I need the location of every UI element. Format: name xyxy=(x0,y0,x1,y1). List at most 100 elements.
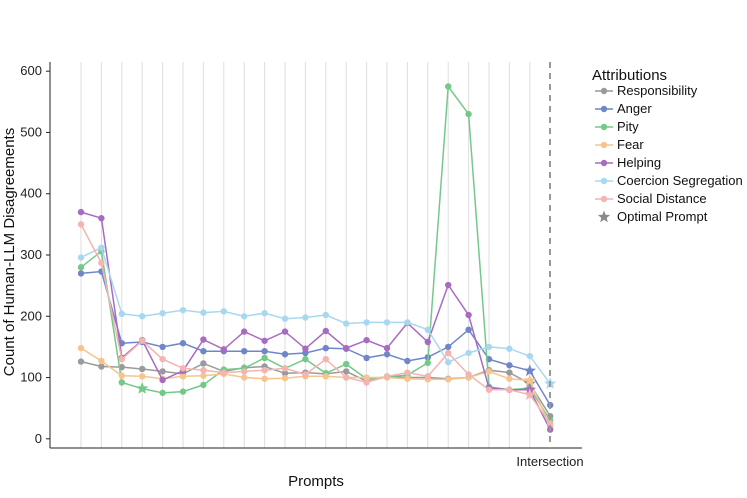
data-point-coercion-segregation xyxy=(506,345,513,352)
data-point-helping xyxy=(241,328,248,335)
data-point-anger xyxy=(179,340,187,347)
legend-label: Anger xyxy=(617,101,652,116)
y-tick-label: 300 xyxy=(20,247,42,262)
data-point-fear xyxy=(179,373,187,380)
y-ticks: 0 100 200 300 400 500 600 xyxy=(20,63,50,446)
data-point-helping xyxy=(465,311,472,319)
data-point-social-distance xyxy=(118,355,126,363)
series-line-helping xyxy=(80,211,551,430)
legend-label: Pity xyxy=(617,119,639,134)
series-social-distance xyxy=(77,221,554,427)
x-tick-label-intersection: Intersection xyxy=(516,454,583,469)
legend-item-responsibility: Responsibility xyxy=(595,83,698,98)
legend-swatch-marker xyxy=(600,177,608,185)
data-point-social-distance xyxy=(424,373,431,380)
legend-label: Responsibility xyxy=(617,83,698,98)
data-point-pity xyxy=(343,360,350,368)
data-point-helping xyxy=(424,338,431,346)
data-point-helping xyxy=(322,327,329,335)
data-point-social-distance xyxy=(445,349,452,357)
series-line-social-distance xyxy=(80,224,551,424)
data-point-fear xyxy=(322,373,329,380)
data-point-pity xyxy=(465,110,472,118)
data-point-responsibility xyxy=(159,368,166,375)
legend-item-fear: Fear xyxy=(595,137,644,152)
data-point-fear xyxy=(200,372,207,379)
data-point-anger xyxy=(445,343,452,351)
optimal-prompt-star-anger xyxy=(523,364,536,377)
legend-item-helping: Helping xyxy=(595,155,661,170)
data-point-coercion-segregation xyxy=(98,244,105,251)
legend-swatch-marker xyxy=(600,123,608,131)
data-point-coercion-segregation xyxy=(261,310,268,317)
legend-label: Helping xyxy=(617,155,661,170)
data-point-helping xyxy=(383,344,391,352)
data-point-social-distance xyxy=(485,386,493,393)
legend: Attributions Responsibility Anger Pity Fear… xyxy=(592,67,743,224)
data-point-coercion-segregation xyxy=(445,359,452,366)
data-point-social-distance xyxy=(547,420,554,427)
legend-label: Fear xyxy=(617,137,644,152)
data-point-responsibility xyxy=(139,365,146,373)
data-point-coercion-segregation xyxy=(179,306,187,314)
data-point-helping xyxy=(343,344,350,352)
grid xyxy=(80,62,531,448)
legend-label: Coercion Segregation xyxy=(617,173,743,188)
data-point-social-distance xyxy=(322,355,329,363)
y-tick-label: 200 xyxy=(20,308,42,323)
data-point-social-distance xyxy=(261,366,268,374)
optimal-prompt-star-pity xyxy=(136,382,149,394)
y-tick-label: 600 xyxy=(20,63,42,78)
data-point-responsibility xyxy=(98,363,105,370)
legend-swatch-marker xyxy=(600,141,608,149)
data-point-anger xyxy=(506,362,513,369)
data-point-coercion-segregation xyxy=(302,314,309,321)
data-point-fear xyxy=(485,368,493,375)
data-point-helping xyxy=(77,208,85,216)
data-point-social-distance xyxy=(383,373,391,380)
legend-label: Social Distance xyxy=(617,191,707,206)
data-point-fear xyxy=(77,344,85,352)
y-tick-label: 500 xyxy=(20,124,42,139)
data-point-social-distance xyxy=(77,221,85,228)
data-point-responsibility xyxy=(77,358,85,365)
data-point-helping xyxy=(220,346,227,353)
data-point-social-distance xyxy=(241,368,248,375)
y-tick-label: 400 xyxy=(20,186,42,201)
data-point-coercion-segregation xyxy=(526,352,533,360)
legend-swatch-marker xyxy=(600,195,608,203)
legend-swatch-marker xyxy=(600,87,608,95)
y-axis-title: Count of Human-LLM Disagreements xyxy=(1,128,18,376)
legend-item-optimal-prompt: Optimal Prompt xyxy=(597,209,708,224)
y-tick-label: 0 xyxy=(35,431,42,446)
data-point-helping xyxy=(445,281,452,289)
data-point-anger xyxy=(281,351,289,358)
data-point-pity xyxy=(445,83,452,90)
data-point-helping xyxy=(159,376,166,384)
data-point-coercion-segregation xyxy=(200,309,207,316)
optimal-prompt-star-social-distance xyxy=(523,388,536,400)
legend-item-pity: Pity xyxy=(595,119,639,134)
data-point-social-distance xyxy=(98,259,105,267)
data-point-coercion-segregation xyxy=(404,319,411,326)
data-point-coercion-segregation xyxy=(485,343,493,351)
data-point-pity xyxy=(302,355,309,363)
series-coercion-segregation xyxy=(77,244,557,389)
data-point-coercion-segregation xyxy=(220,308,227,315)
data-point-fear xyxy=(363,374,370,381)
data-point-helping xyxy=(261,337,268,344)
data-point-social-distance xyxy=(139,337,146,344)
data-point-social-distance xyxy=(343,374,350,381)
data-point-pity xyxy=(159,389,166,397)
data-point-social-distance xyxy=(159,355,166,363)
y-tick-label: 100 xyxy=(20,370,42,385)
data-point-coercion-segregation xyxy=(281,315,289,322)
data-point-social-distance xyxy=(506,386,513,393)
legend-swatch-marker xyxy=(600,105,608,113)
data-point-anger xyxy=(465,326,472,333)
data-point-anger xyxy=(159,343,166,351)
data-point-social-distance xyxy=(200,366,207,374)
data-point-social-distance xyxy=(465,371,472,378)
data-point-coercion-segregation xyxy=(343,320,350,327)
data-point-helping xyxy=(200,336,207,343)
